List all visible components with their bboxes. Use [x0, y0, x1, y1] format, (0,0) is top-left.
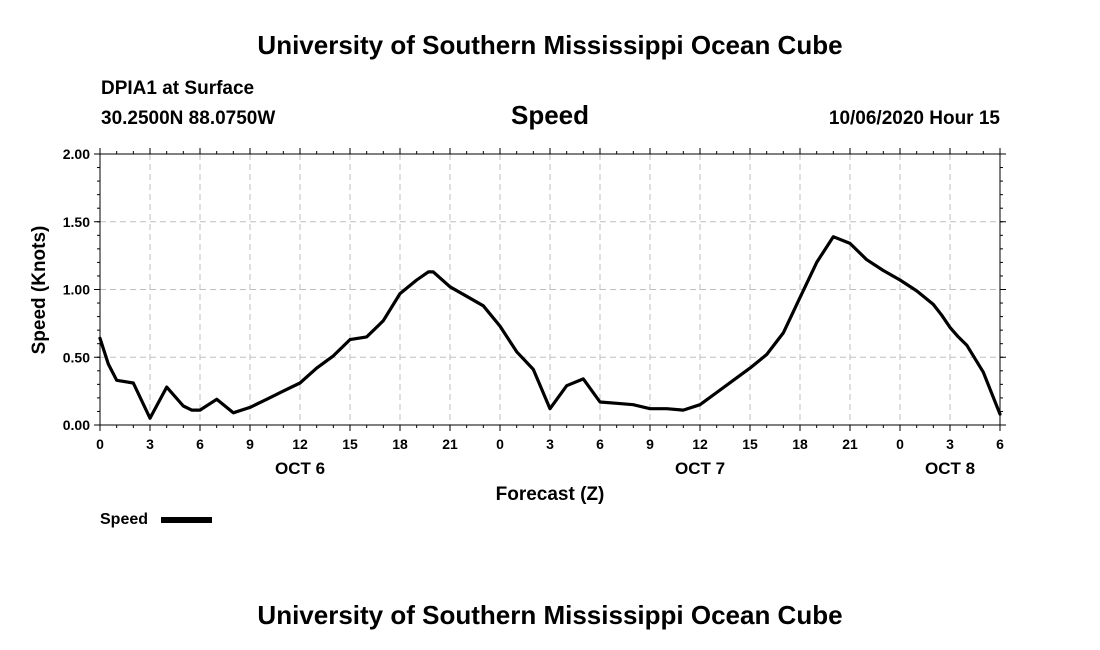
speed-series-line: [98, 235, 1002, 420]
coords-label: 30.2500N 88.0750W: [101, 108, 275, 129]
plot-frame: [99, 153, 1001, 426]
y-axis-label: Speed (Knots): [29, 226, 50, 355]
x-tick-label: 0: [96, 436, 104, 452]
x-tick-label: 21: [442, 436, 458, 452]
x-tick-label: 0: [496, 436, 504, 452]
page-title: University of Southern Mississippi Ocean…: [257, 30, 842, 60]
x-tick-label: 18: [392, 436, 408, 452]
x-tick-label: 3: [946, 436, 954, 452]
x-tick-label: 21: [842, 436, 858, 452]
x-tick-label: 3: [546, 436, 554, 452]
x-tick-label: 0: [896, 436, 904, 452]
y-tick-label: 0.00: [63, 417, 90, 433]
date-label: OCT 8: [925, 459, 975, 478]
x-tick-label: 6: [596, 436, 604, 452]
x-axis-label: Forecast (Z): [496, 484, 605, 505]
y-tick-label: 0.50: [63, 349, 90, 365]
legend-label: Speed: [100, 511, 148, 528]
footer-title: University of Southern Mississippi Ocean…: [257, 600, 842, 630]
x-tick-label: 9: [646, 436, 654, 452]
y-tick-label: 2.00: [63, 146, 90, 162]
x-tick-label: 6: [996, 436, 1004, 452]
x-tick-label: 9: [246, 436, 254, 452]
x-tick-label: 6: [196, 436, 204, 452]
x-tick-label: 15: [342, 436, 358, 452]
y-tick-label: 1.50: [63, 214, 90, 230]
date-label: OCT 6: [275, 459, 325, 478]
x-tick-label: 3: [146, 436, 154, 452]
chart-title: Speed: [511, 100, 589, 130]
x-tick-label: 12: [292, 436, 308, 452]
date-label: OCT 7: [675, 459, 725, 478]
station-label: DPIA1 at Surface: [101, 78, 254, 99]
y-tick-label: 1.00: [63, 282, 90, 298]
forecast-time-label: 10/06/2020 Hour 15: [829, 108, 1001, 129]
x-tick-label: 18: [792, 436, 808, 452]
x-tick-label: 12: [692, 436, 708, 452]
x-tick-label: 15: [742, 436, 758, 452]
